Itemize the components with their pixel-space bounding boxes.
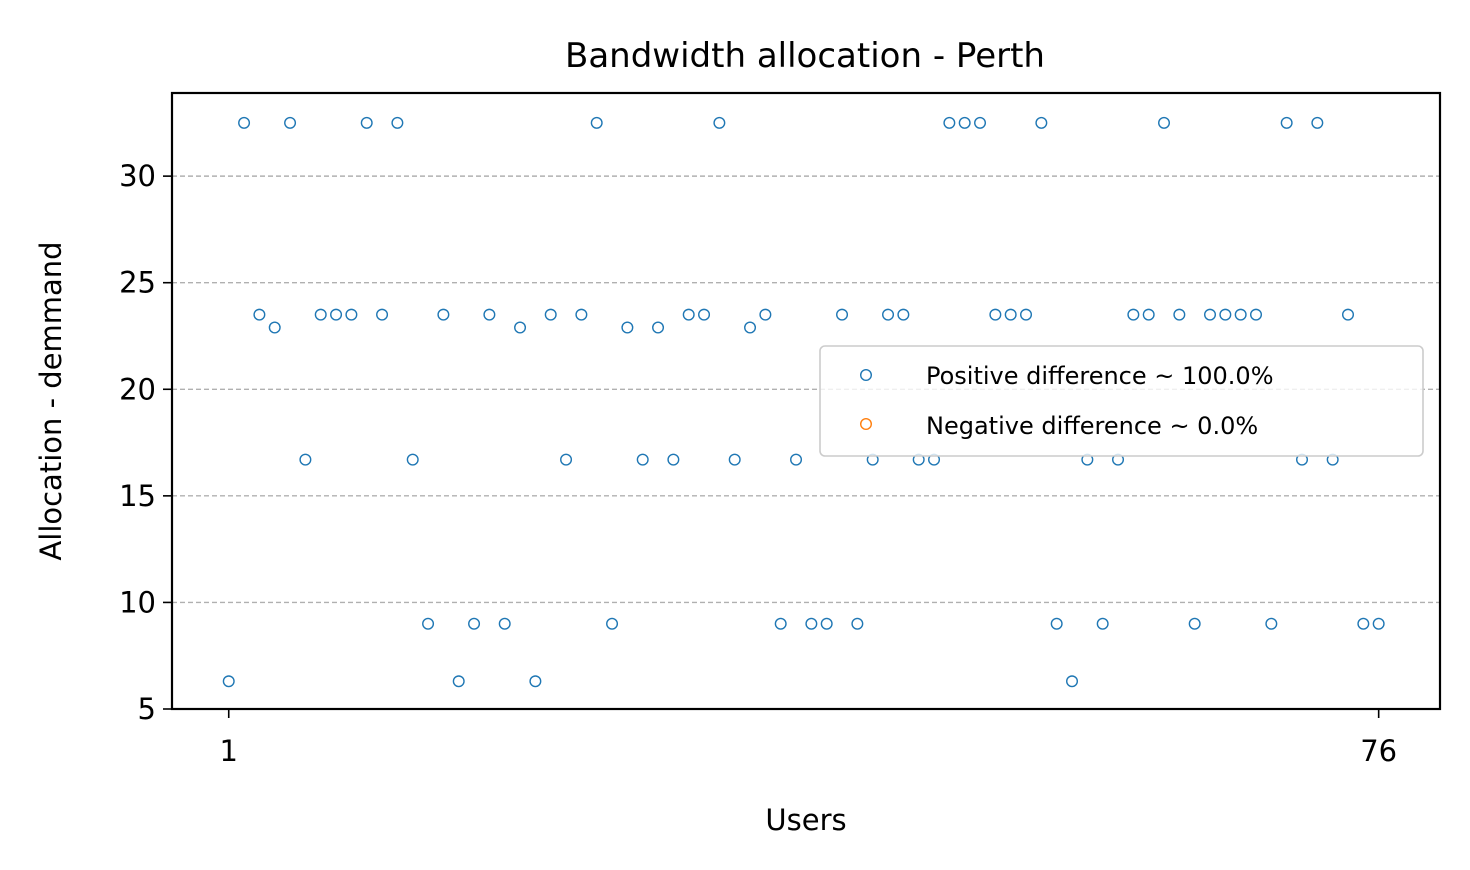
data-point — [836, 308, 849, 321]
x-tick-label: 1 — [220, 734, 238, 768]
x-tick-label: 76 — [1360, 734, 1397, 768]
data-point — [1004, 308, 1017, 321]
data-point — [636, 453, 649, 466]
data-point — [238, 116, 251, 129]
data-point — [606, 617, 619, 630]
data-point — [514, 321, 527, 334]
data-point — [1265, 617, 1278, 630]
data-point — [498, 617, 511, 630]
data-point — [713, 116, 726, 129]
data-point — [222, 675, 235, 688]
data-point — [958, 116, 971, 129]
data-point — [544, 308, 557, 321]
data-point — [652, 321, 665, 334]
legend-box — [819, 345, 1424, 457]
y-tick-label: 5 — [138, 692, 156, 726]
data-point — [1219, 308, 1232, 321]
data-point — [728, 453, 741, 466]
data-point — [1280, 116, 1293, 129]
data-point — [391, 116, 404, 129]
data-point — [437, 308, 450, 321]
data-point — [452, 675, 465, 688]
data-point — [621, 321, 634, 334]
data-point — [253, 308, 266, 321]
data-point — [314, 308, 327, 321]
y-tick-label: 30 — [119, 159, 156, 193]
y-tick-label: 15 — [119, 479, 156, 513]
data-point — [1342, 308, 1355, 321]
data-point — [1188, 617, 1201, 630]
data-point — [299, 453, 312, 466]
data-point — [974, 116, 987, 129]
data-point — [1234, 308, 1247, 321]
data-point — [1311, 116, 1324, 129]
legend-marker-negative — [860, 418, 873, 431]
data-point — [774, 617, 787, 630]
data-point — [268, 321, 281, 334]
data-point — [698, 308, 711, 321]
data-point — [575, 308, 588, 321]
data-point — [1158, 116, 1171, 129]
data-point — [1357, 617, 1370, 630]
data-point — [483, 308, 496, 321]
data-point — [422, 617, 435, 630]
data-point — [820, 617, 833, 630]
legend: Positive difference ~ 100.0% Negative di… — [819, 345, 1424, 457]
data-point — [1250, 308, 1263, 321]
data-point — [360, 116, 373, 129]
data-point — [759, 308, 772, 321]
y-tick-label: 10 — [119, 585, 156, 619]
x-axis-label: Users — [765, 803, 846, 837]
data-point — [744, 321, 757, 334]
data-point — [851, 617, 864, 630]
data-point — [882, 308, 895, 321]
data-point — [1204, 308, 1217, 321]
legend-marker-positive — [860, 369, 873, 382]
data-point — [590, 116, 603, 129]
data-point — [1050, 617, 1063, 630]
y-axis-label: Allocation - demmand — [34, 241, 68, 560]
data-point — [1035, 116, 1048, 129]
data-point — [376, 308, 389, 321]
data-point — [682, 308, 695, 321]
plot-frame — [170, 91, 1442, 711]
data-point — [897, 308, 910, 321]
legend-label-positive: Positive difference ~ 100.0% — [926, 362, 1274, 390]
data-point — [560, 453, 573, 466]
data-point — [284, 116, 297, 129]
data-point — [790, 453, 803, 466]
legend-label-negative: Negative difference ~ 0.0% — [926, 412, 1258, 440]
data-point — [1127, 308, 1140, 321]
data-point — [406, 453, 419, 466]
data-point — [330, 308, 343, 321]
data-point — [667, 453, 680, 466]
y-tick-label: 20 — [119, 372, 156, 406]
axis-ticks: 5 10 15 20 25 30 1 76 — [119, 159, 1397, 768]
data-point — [805, 617, 818, 630]
data-point — [989, 308, 1002, 321]
data-point — [1096, 617, 1109, 630]
data-point — [943, 116, 956, 129]
data-point — [1066, 675, 1079, 688]
data-point — [1142, 308, 1155, 321]
data-point — [345, 308, 358, 321]
data-point — [1372, 617, 1385, 630]
data-point — [529, 675, 542, 688]
chart-title: Bandwidth allocation - Perth — [565, 36, 1045, 76]
data-point — [1173, 308, 1186, 321]
y-tick-label: 25 — [119, 266, 156, 300]
data-point — [1020, 308, 1033, 321]
data-point — [468, 617, 481, 630]
